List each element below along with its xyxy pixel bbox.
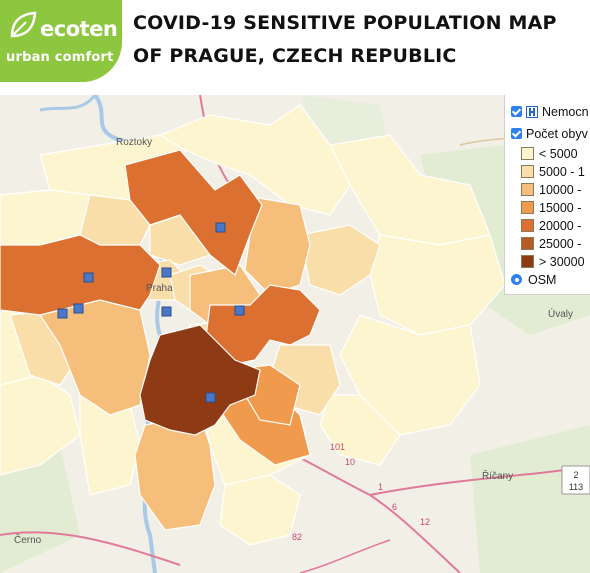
hospital-marker[interactable] [161, 306, 172, 317]
legend-class-row: 25000 - [521, 235, 581, 252]
legend-class-label: > 30000 [539, 254, 585, 269]
place-label-praha: Praha [146, 283, 173, 294]
legend-osm-row[interactable]: OSM [511, 271, 556, 288]
district[interactable] [219, 474, 301, 546]
legend-class-label: 10000 - [539, 182, 582, 197]
legend-swatch [521, 237, 534, 250]
legend-swatch [521, 201, 534, 214]
district[interactable] [124, 149, 263, 276]
population-layer-label: Počet obyv [526, 126, 588, 141]
place-label-roztoky: Roztoky [116, 137, 152, 148]
osm-layer-label: OSM [528, 272, 557, 287]
river [39, 95, 97, 112]
district[interactable] [0, 234, 161, 316]
legend-swatch [521, 255, 534, 268]
hospital-markers [57, 222, 245, 403]
legend-swatch [521, 219, 534, 232]
road-number-113: 113 [569, 482, 583, 492]
legend-class-label: 20000 - [539, 218, 582, 233]
legend-class-row: 5000 - 1 [521, 163, 585, 180]
road-number-101: 101 [330, 442, 345, 452]
hospital-marker[interactable] [161, 267, 172, 278]
place-label-uvaly: Úvaly [548, 307, 573, 320]
legend-class-label: 25000 - [539, 236, 582, 251]
hospital-marker[interactable] [73, 303, 84, 314]
legend-class-row: > 30000 [521, 253, 585, 270]
district[interactable] [319, 394, 401, 466]
road-number-1: 1 [378, 482, 383, 492]
road-number-12: 12 [420, 517, 430, 527]
district[interactable] [299, 224, 381, 296]
legend-class-label: 5000 - 1 [539, 164, 585, 179]
district[interactable] [139, 324, 261, 436]
district-layer [0, 104, 506, 546]
road-number-10: 10 [345, 457, 355, 467]
hospital-marker[interactable] [57, 308, 68, 319]
leaf-icon [10, 11, 37, 38]
green-area [470, 425, 590, 573]
hospitals-layer-label: Nemocn [542, 104, 589, 119]
hospital-icon [526, 105, 538, 118]
population-checkbox[interactable] [511, 128, 522, 139]
legend-class-label: < 5000 [539, 146, 578, 161]
legend-population-row[interactable]: Počet obyv [511, 125, 588, 142]
legend-swatch [521, 147, 534, 160]
legend-swatch [521, 165, 534, 178]
page-title-line-2: OF PRAGUE, CZECH REPUBLIC [133, 45, 457, 67]
highway [299, 539, 391, 573]
hospital-marker[interactable] [83, 272, 94, 283]
place-label-cernosice: Černo [14, 533, 42, 546]
highway [0, 531, 181, 566]
hospital-marker[interactable] [215, 222, 226, 233]
legend-class-label: 15000 - [539, 200, 582, 215]
legend-class-row: 15000 - [521, 199, 581, 216]
road-shield-2-113: 2 113 [561, 465, 590, 495]
legend-swatch [521, 183, 534, 196]
district[interactable] [158, 104, 351, 216]
road-number-82: 82 [292, 532, 302, 542]
legend-hospitals-row[interactable]: Nemocn [511, 103, 589, 120]
logo-brand: ecoten [40, 17, 118, 41]
place-label-ricany: Říčany [482, 469, 513, 482]
road-number-2: 2 [573, 470, 578, 480]
ecoten-logo: ecoten urban comfort [0, 0, 122, 82]
map-view[interactable]: Roztoky Praha Úvaly Říčany Černo 2 113 1… [0, 95, 590, 573]
legend-class-row: < 5000 [521, 145, 578, 162]
hospital-marker[interactable] [234, 305, 245, 316]
hospital-marker[interactable] [205, 392, 216, 403]
osm-radio[interactable] [511, 274, 522, 285]
logo-tagline: urban comfort [6, 50, 114, 65]
legend-class-row: 20000 - [521, 217, 581, 234]
road-number-6: 6 [392, 502, 397, 512]
legend-class-row: 10000 - [521, 181, 581, 198]
map-canvas: Roztoky Praha Úvaly Říčany Černo 2 113 1… [0, 95, 590, 573]
header: ecoten urban comfort COVID-19 SENSITIVE … [0, 0, 590, 95]
highway [369, 466, 590, 496]
layer-legend: Nemocn Počet obyv < 5000 5000 - 1 10000 - 1… [504, 95, 590, 295]
district[interactable] [339, 314, 481, 436]
page-title-line-1: COVID-19 SENSITIVE POPULATION MAP [133, 12, 557, 34]
hospitals-checkbox[interactable] [511, 106, 522, 117]
